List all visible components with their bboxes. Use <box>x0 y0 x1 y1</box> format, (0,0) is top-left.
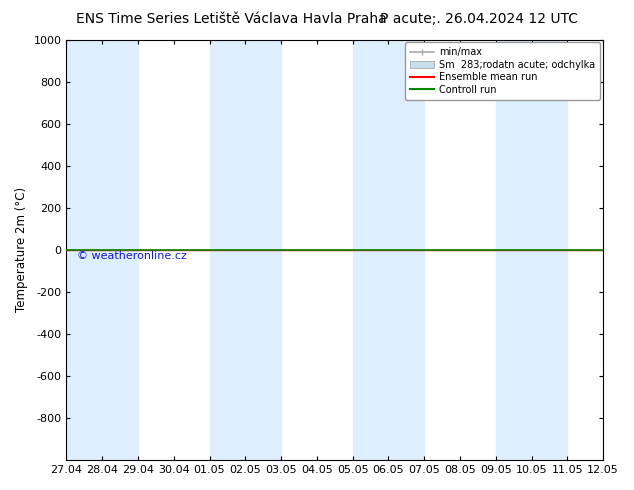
Text: © weatheronline.cz: © weatheronline.cz <box>77 251 187 261</box>
Text: P acute;. 26.04.2024 12 UTC: P acute;. 26.04.2024 12 UTC <box>380 12 578 26</box>
Bar <box>67 40 138 460</box>
Bar <box>496 40 567 460</box>
Y-axis label: Temperature 2m (°C): Temperature 2m (°C) <box>15 187 28 313</box>
Bar <box>353 40 424 460</box>
Text: ENS Time Series Letiště Václava Havla Praha: ENS Time Series Letiště Václava Havla Pr… <box>76 12 387 26</box>
Bar <box>210 40 281 460</box>
Legend: min/max, Sm  283;rodatn acute; odchylka, Ensemble mean run, Controll run: min/max, Sm 283;rodatn acute; odchylka, … <box>405 43 600 99</box>
